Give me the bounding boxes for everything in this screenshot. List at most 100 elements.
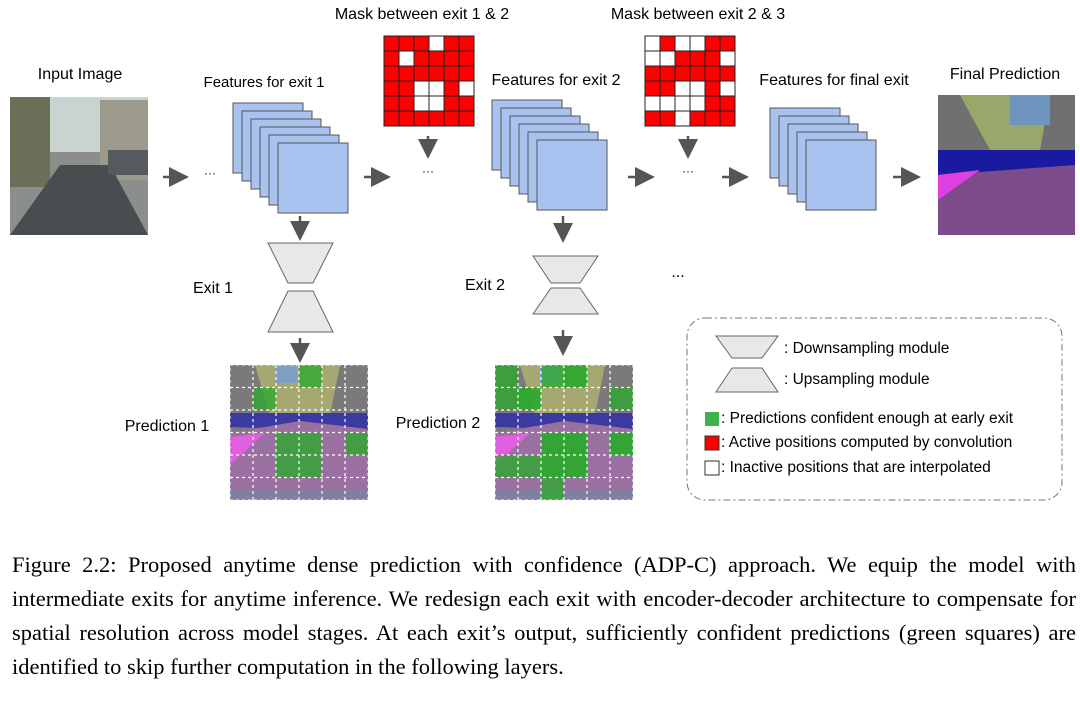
active-cell [458, 95, 475, 112]
active-cell [644, 65, 661, 82]
features-final-label: Features for final exit [759, 72, 909, 89]
features-exit1-stack [232, 102, 349, 214]
inactive-cell [644, 50, 661, 67]
confident-cell [518, 455, 541, 478]
active-cell [383, 80, 400, 97]
confident-cell [495, 455, 518, 478]
active-cell [428, 65, 445, 82]
active-cell [719, 110, 736, 127]
feature-map [805, 139, 877, 211]
active-cell [428, 110, 445, 127]
inactive-cell [689, 80, 706, 97]
inactive-cell [659, 95, 676, 112]
active-cell [443, 50, 460, 67]
inactive-cell [644, 95, 661, 112]
final-prediction-label: Final Prediction [949, 66, 1061, 83]
active-cell [383, 50, 400, 67]
active-cell [689, 110, 706, 127]
inactive-cell [428, 80, 445, 97]
active-cell [704, 95, 721, 112]
active-cell [413, 110, 430, 127]
active-cell [383, 95, 400, 112]
mask-1-2-label: Mask between exit 1 & 2 [334, 6, 510, 23]
feature-map [536, 139, 608, 211]
confident-cell [541, 477, 564, 500]
exit1-downsampling-module [267, 242, 334, 284]
active-cell [689, 65, 706, 82]
active-cell [383, 35, 400, 52]
flow-arrows [163, 136, 921, 363]
inactive-cell [458, 80, 475, 97]
confident-cell [495, 365, 518, 388]
active-cell [674, 65, 691, 82]
exit1-upsampling-module [267, 290, 334, 333]
inactive-cell [674, 35, 691, 52]
confident-cell [541, 432, 564, 455]
active-cell [443, 65, 460, 82]
active-cell [383, 65, 400, 82]
active-cell [398, 65, 415, 82]
active-cell [704, 110, 721, 127]
features-final-stack [769, 107, 877, 211]
legend-red: : Active positions computed by convoluti… [721, 434, 1013, 451]
inactive-cell [674, 110, 691, 127]
inactive-cell [428, 95, 445, 112]
confident-cell [610, 432, 633, 455]
active-cell [398, 110, 415, 127]
active-cell [659, 35, 676, 52]
legend-white-swatch [704, 460, 720, 476]
active-cell [443, 35, 460, 52]
diagram-canvas [10, 35, 1075, 501]
active-cell [443, 95, 460, 112]
active-cell [704, 35, 721, 52]
legend-downsampling: : Downsampling module [784, 340, 950, 357]
legend-upsampling-icon [715, 367, 779, 393]
legend-green-swatch [705, 412, 719, 426]
feature-map [277, 142, 349, 214]
confident-cell [541, 455, 564, 478]
confident-cell [564, 455, 587, 478]
legend-green: : Predictions confident enough at early … [721, 410, 1014, 427]
active-cell [413, 50, 430, 67]
features-exit2-stack [491, 99, 608, 211]
confident-cell [299, 455, 322, 478]
confident-cell [518, 387, 541, 410]
active-cell [659, 65, 676, 82]
mask-2-3-grid [644, 35, 736, 127]
legend-box [686, 317, 1063, 501]
active-cell [458, 65, 475, 82]
inactive-cell [413, 95, 430, 112]
figure-caption: Figure 2.2: Proposed anytime dense predi… [12, 552, 1076, 679]
ellipsis-1: ··· [204, 166, 216, 180]
active-cell [443, 110, 460, 127]
ellipsis-2: ··· [422, 164, 434, 178]
active-cell [704, 50, 721, 67]
active-cell [644, 110, 661, 127]
prediction1-image [229, 364, 369, 501]
mask-1-2-grid [383, 35, 475, 127]
features-exit1-label: Features for exit 1 [203, 74, 325, 91]
inactive-cell [413, 80, 430, 97]
prediction2-image [494, 364, 634, 501]
active-cell [398, 95, 415, 112]
confident-cell [610, 387, 633, 410]
inactive-cell [689, 95, 706, 112]
exit2-downsampling-module [532, 255, 599, 284]
legend-upsampling: : Upsampling module [784, 371, 930, 388]
confident-cell [299, 365, 322, 388]
legend-red-swatch [704, 435, 720, 451]
inactive-cell [398, 50, 415, 67]
active-cell [644, 80, 661, 97]
active-cell [704, 65, 721, 82]
ellipsis-exits: ... [671, 264, 685, 281]
active-cell [458, 110, 475, 127]
active-cell [428, 50, 445, 67]
active-cell [398, 35, 415, 52]
exit1-label: Exit 1 [192, 280, 234, 297]
active-cell [659, 110, 676, 127]
inactive-cell [674, 95, 691, 112]
inactive-cell [719, 50, 736, 67]
confident-cell [276, 432, 299, 455]
inactive-cell [719, 80, 736, 97]
inactive-cell [674, 80, 691, 97]
